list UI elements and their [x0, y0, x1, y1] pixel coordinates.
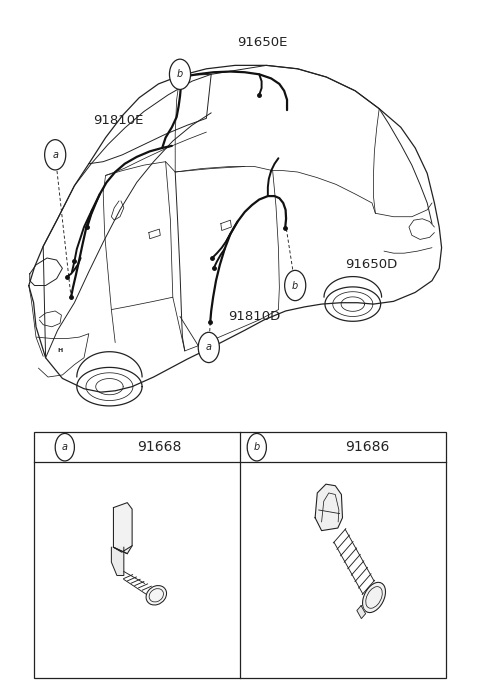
Polygon shape: [111, 547, 124, 575]
Ellipse shape: [146, 585, 167, 605]
Text: 91810D: 91810D: [228, 310, 280, 323]
Ellipse shape: [362, 582, 385, 612]
Circle shape: [285, 270, 306, 301]
Text: 91650E: 91650E: [238, 36, 288, 49]
Text: 91650D: 91650D: [346, 259, 398, 271]
Circle shape: [45, 140, 66, 170]
Text: 91686: 91686: [346, 440, 390, 454]
Polygon shape: [113, 503, 132, 554]
Circle shape: [169, 59, 191, 89]
Circle shape: [247, 433, 266, 461]
Polygon shape: [315, 484, 343, 530]
Text: a: a: [52, 150, 58, 160]
Text: a: a: [206, 343, 212, 352]
Text: b: b: [177, 69, 183, 79]
Text: b: b: [253, 442, 260, 452]
Circle shape: [198, 332, 219, 363]
Text: a: a: [62, 442, 68, 452]
Bar: [34, 432, 446, 678]
Text: 91810E: 91810E: [94, 114, 144, 127]
Text: b: b: [292, 281, 299, 290]
Polygon shape: [357, 605, 366, 619]
Text: 91668: 91668: [137, 440, 181, 454]
Circle shape: [55, 433, 74, 461]
Text: H: H: [58, 348, 62, 354]
